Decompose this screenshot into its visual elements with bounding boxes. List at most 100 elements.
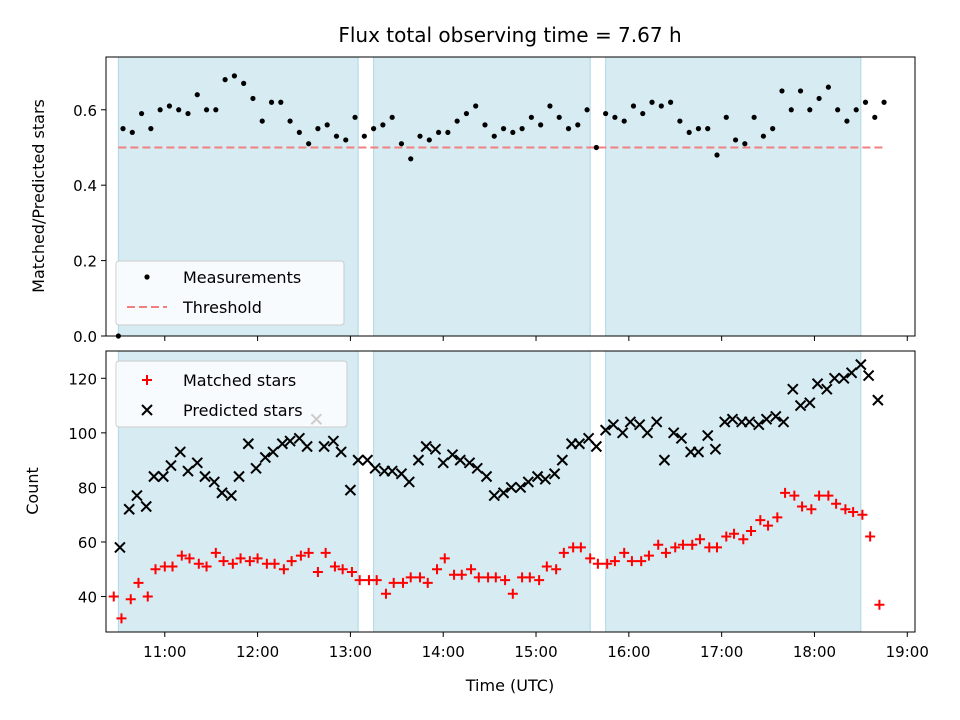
- matched-star-point: [388, 577, 399, 588]
- y-tick-label: 40: [78, 589, 97, 607]
- matched-star-point: [500, 575, 511, 586]
- matched-star-point: [218, 556, 229, 567]
- measurement-point: [538, 122, 544, 128]
- matched-star-point: [295, 550, 306, 561]
- matched-star-point: [415, 572, 426, 583]
- predicted-star-point: [140, 500, 152, 513]
- measurement-point: [575, 122, 581, 128]
- predicted-star-point: [590, 440, 603, 453]
- matched-star-point: [670, 542, 681, 553]
- matched-star-point: [507, 588, 518, 599]
- matched-star-point: [320, 547, 331, 558]
- measurement-point: [556, 114, 562, 120]
- matched-star-point: [585, 553, 596, 564]
- predicted-star-point: [301, 440, 313, 453]
- predicted-star-point: [616, 427, 629, 439]
- matched-star-point: [687, 539, 698, 550]
- measurement-point: [166, 103, 173, 109]
- y-tick-label: 0.6: [73, 102, 97, 120]
- x-tick-label: 17:00: [700, 643, 743, 661]
- measurement-point: [361, 133, 367, 139]
- matched-star-point: [763, 520, 774, 531]
- legend-matched-marker: [142, 375, 152, 385]
- x-tick-label: 12:00: [236, 643, 279, 661]
- predicted-star-point: [667, 427, 680, 439]
- observing-window: [373, 56, 591, 337]
- matched-star-point: [193, 558, 204, 569]
- matched-star-point: [380, 588, 391, 599]
- matched-star-point: [831, 498, 842, 509]
- predicted-star-point: [692, 446, 705, 458]
- measurement-point: [667, 99, 674, 105]
- predicted-star-point: [267, 446, 279, 458]
- matched-star-point: [278, 564, 289, 575]
- predicted-star-point: [216, 487, 228, 499]
- predicted-star-point: [770, 410, 782, 423]
- measurement-point: [825, 84, 831, 90]
- matched-star-point: [201, 561, 212, 572]
- predicted-star-point: [327, 435, 340, 447]
- measurement-point: [138, 110, 145, 117]
- measurement-point: [593, 144, 599, 151]
- measurement-point: [157, 107, 163, 113]
- predicted-star-point: [403, 476, 415, 488]
- matched-star-point: [397, 577, 408, 588]
- top-legend: Measurements Threshold: [115, 260, 345, 326]
- measurement-point: [788, 107, 794, 113]
- matched-star-point: [235, 553, 246, 564]
- legend-measurements-marker: [144, 274, 150, 280]
- matched-star-point: [857, 509, 868, 520]
- measurement-point: [565, 126, 572, 132]
- measurement-point: [473, 103, 479, 109]
- matched-star-point: [772, 512, 783, 523]
- measurement-point: [250, 95, 256, 102]
- measurement-point: [835, 107, 841, 113]
- top-panel: 0.0 0.2 0.4 0.6 Measurements Threshold: [73, 56, 916, 346]
- matched-star-point: [422, 577, 433, 588]
- matched-star-point: [677, 539, 688, 550]
- predicted-star-point: [480, 470, 493, 483]
- measurement-point: [491, 133, 497, 139]
- matched-star-point: [592, 558, 603, 569]
- measurement-point: [686, 129, 692, 136]
- measurement-point: [482, 122, 488, 128]
- y-tick-label: 0.4: [73, 177, 97, 195]
- matched-star-point: [142, 591, 153, 602]
- measurement-point: [408, 156, 414, 162]
- matched-star-point: [619, 547, 630, 558]
- matched-star-point: [456, 569, 467, 580]
- predicted-star-point: [454, 454, 466, 466]
- matched-star-point: [405, 572, 416, 583]
- predicted-star-point: [165, 459, 177, 472]
- measurement-point: [510, 129, 516, 136]
- predicted-star-point: [872, 394, 884, 406]
- predicted-star-point: [599, 424, 612, 436]
- matched-star-point: [643, 550, 654, 561]
- predicted-star-point: [276, 438, 289, 450]
- matched-star-point: [534, 575, 545, 586]
- predicted-star-point: [743, 416, 756, 428]
- matched-star-point: [551, 564, 562, 575]
- measurement-point: [649, 99, 655, 105]
- measurement-point: [241, 80, 247, 86]
- measurement-point: [584, 107, 590, 113]
- matched-star-point: [269, 558, 280, 569]
- predicted-star-point: [182, 465, 194, 477]
- predicted-star-point: [787, 383, 799, 395]
- matched-star-point: [636, 556, 647, 567]
- predicted-star-point: [284, 435, 296, 447]
- predicted-star-point: [675, 432, 688, 445]
- matched-star-point: [840, 504, 851, 515]
- matched-star-point: [286, 556, 297, 567]
- matched-star-point: [210, 547, 221, 558]
- predicted-star-point: [641, 427, 654, 439]
- predicted-star-point: [522, 476, 534, 488]
- predicted-star-point: [624, 416, 637, 428]
- predicted-star-point: [838, 372, 850, 384]
- predicted-star-point: [123, 503, 135, 515]
- measurement-point: [807, 107, 813, 113]
- top-ylabel: Matched/Predicted stars: [29, 99, 48, 293]
- matched-star-point: [490, 572, 501, 583]
- matched-star-point: [244, 556, 255, 567]
